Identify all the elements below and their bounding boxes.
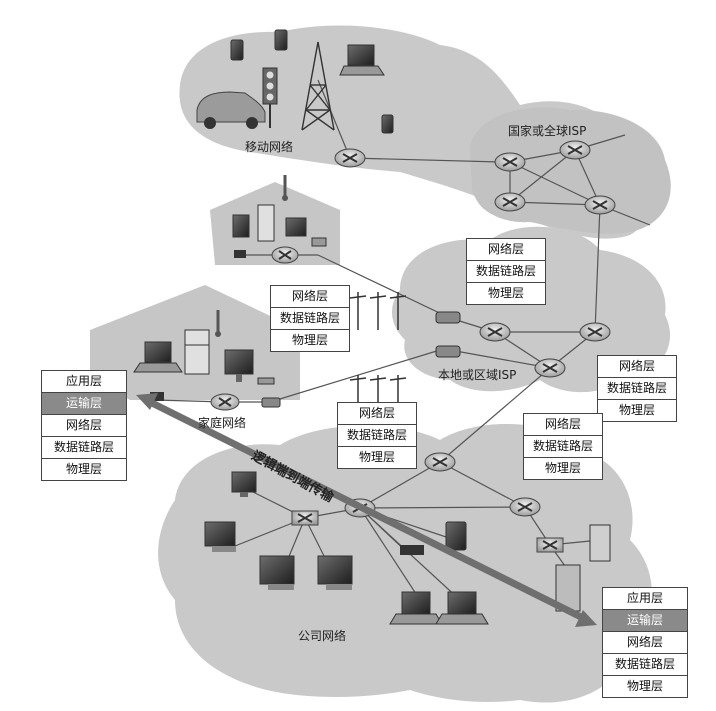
stack-layer: 物理层	[544, 461, 581, 475]
home-network-label: 家庭网络	[198, 416, 247, 430]
stack-layer: 数据链路层	[603, 654, 687, 676]
router-stack-d: 网络层 数据链路层 物理层	[337, 402, 417, 469]
laptop-icon	[389, 591, 443, 625]
router-icon	[424, 452, 456, 472]
phone-icon	[274, 29, 288, 51]
stack-layer: 网络层	[467, 239, 545, 261]
host-left-stack: 应用层 运输层 网络层 数据链路层 物理层	[41, 370, 127, 481]
upper-house-devices	[232, 175, 327, 258]
utility-poles	[349, 292, 407, 410]
stack-layer: 网络层	[271, 286, 349, 308]
router-icon	[494, 192, 526, 212]
enterprise-network-label: 公司网络	[298, 629, 347, 643]
mobile-network-label: 移动网络	[245, 140, 294, 154]
router-icon	[584, 195, 616, 215]
stack-layer: 物理层	[626, 679, 663, 693]
stack-layer: 物理层	[65, 462, 102, 476]
laptop-icon	[339, 44, 385, 76]
stack-layer: 物理层	[487, 286, 524, 300]
traffic-light-icon	[262, 67, 278, 128]
router-icon	[271, 246, 299, 264]
home-devices	[133, 310, 281, 408]
stack-layer: 数据链路层	[598, 378, 676, 400]
switch-icon	[536, 537, 564, 553]
router-stack-a: 网络层 数据链路层 物理层	[270, 285, 350, 352]
enterprise-devices	[204, 471, 611, 625]
stack-layer: 网络层	[42, 415, 126, 437]
router-icon	[479, 322, 511, 342]
router-icon	[579, 322, 611, 342]
stack-layer: 应用层	[603, 588, 687, 610]
stack-layer-transport: 运输层	[42, 393, 126, 415]
router-icon	[509, 497, 541, 517]
switch-icon	[291, 510, 319, 526]
router-stack-c: 网络层 数据链路层 物理层	[597, 355, 677, 422]
stack-layer: 网络层	[603, 632, 687, 654]
host-right-stack: 应用层 运输层 网络层 数据链路层 物理层	[602, 587, 688, 698]
router-icon	[559, 140, 591, 160]
router-icon	[534, 358, 566, 378]
regional-isp-label: 本地或区域ISP	[438, 368, 517, 382]
phone-icon	[381, 114, 394, 134]
router-stack-b: 网络层 数据链路层 物理层	[466, 238, 546, 305]
stack-layer: 网络层	[338, 403, 416, 425]
stack-layer: 物理层	[618, 403, 655, 417]
stack-layer-transport: 运输层	[603, 610, 687, 632]
router-stack-e: 网络层 数据链路层 物理层	[523, 413, 603, 480]
stack-layer: 物理层	[291, 333, 328, 347]
global-isp-label: 国家或全球ISP	[508, 124, 587, 138]
phone-icon	[230, 39, 244, 61]
stack-layer: 数据链路层	[338, 425, 416, 447]
stack-layer: 数据链路层	[271, 308, 349, 330]
stack-layer: 网络层	[524, 414, 602, 436]
stack-layer: 物理层	[358, 450, 395, 464]
stack-layer: 网络层	[598, 356, 676, 378]
cell-tower-icon	[301, 41, 335, 131]
end-to-end-arrow	[136, 393, 597, 627]
router-icon	[494, 152, 526, 172]
router-icon	[334, 148, 366, 168]
car-icon	[196, 91, 266, 129]
upper-house	[210, 182, 340, 265]
routers	[210, 140, 616, 553]
enterprise-network-cloud	[158, 423, 652, 703]
laptop-icon	[435, 591, 489, 625]
laptop-icon	[133, 341, 183, 373]
regional-isp-cloud	[391, 226, 671, 393]
stack-layer: 应用层	[42, 371, 126, 393]
stack-layer: 数据链路层	[42, 437, 126, 459]
stack-layer: 数据链路层	[524, 436, 602, 458]
stack-layer: 数据链路层	[467, 261, 545, 283]
router-icon	[210, 393, 240, 411]
